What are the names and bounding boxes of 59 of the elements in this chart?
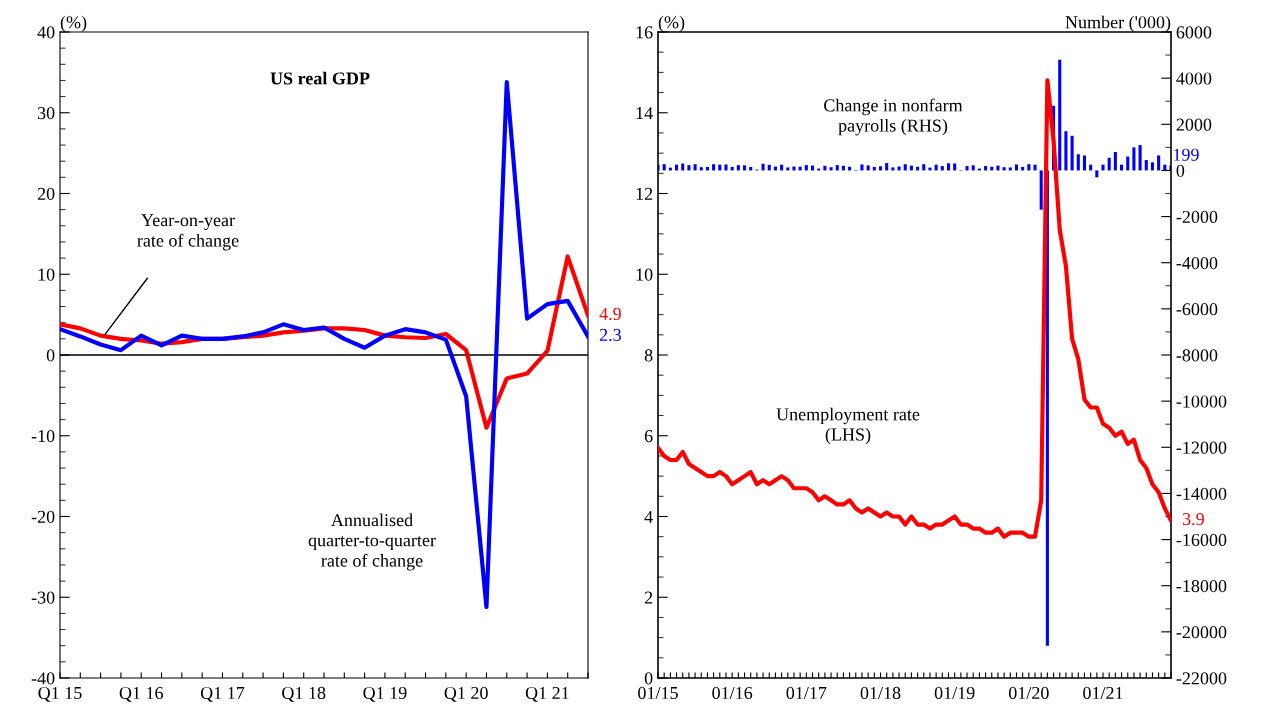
y2-tick-label: -4000 xyxy=(1176,256,1218,270)
x-tick-label: 01/15 xyxy=(638,686,678,700)
x-tick-label: 01/20 xyxy=(1008,686,1049,700)
y-tick-label: -10 xyxy=(31,430,55,443)
y-tick-label: 16 xyxy=(636,26,653,39)
y2-tick-label: -12000 xyxy=(1176,441,1227,454)
x-tick-label: 01/21 xyxy=(1083,686,1123,700)
x-tick-label: Q1 21 xyxy=(525,686,569,702)
y-tick-label: 40 xyxy=(37,26,55,39)
y2-tick-label: -14000 xyxy=(1176,487,1227,500)
x-tick-label: Q1 16 xyxy=(119,686,164,702)
x-tick-label: 01/18 xyxy=(860,686,901,700)
y-tick-label: 2 xyxy=(644,591,653,604)
y-tick-label: 0 xyxy=(46,349,55,362)
y-tick-label: -40 xyxy=(31,672,55,685)
y-tick-label: 14 xyxy=(636,107,653,120)
x-tick-label: Q1 15 xyxy=(38,686,82,702)
text: US real GDP xyxy=(270,71,370,85)
y-tick-label: 0 xyxy=(644,672,653,685)
y2-tick-label: -2000 xyxy=(1176,210,1218,224)
y2-tick-label: -22000 xyxy=(1176,672,1227,685)
annotation: Annualised quarter-to-quarter rate of change xyxy=(308,513,436,571)
y2-tick-label: -18000 xyxy=(1176,579,1227,593)
y2-tick-label: -8000 xyxy=(1176,349,1218,362)
y2-tick-label: -16000 xyxy=(1176,533,1227,547)
x-tick-label: 01/16 xyxy=(712,686,753,700)
x-tick-label: Q1 19 xyxy=(363,686,407,702)
y-tick-label: 10 xyxy=(38,268,55,281)
y2-tick-label: 2000 xyxy=(1176,118,1212,131)
y2-tick-label: 4000 xyxy=(1176,72,1212,85)
x-tick-label: Q1 20 xyxy=(444,686,488,702)
y-tick-label: 10 xyxy=(636,268,653,281)
y2-tick-label: -20000 xyxy=(1176,626,1227,639)
data-label: 4.9 xyxy=(599,307,621,321)
y-tick-label: 8 xyxy=(644,349,653,362)
y2-axis-title: Number ('000) xyxy=(1065,15,1171,32)
y-tick-label: 30 xyxy=(37,107,55,120)
y-tick-label: 20 xyxy=(37,187,55,200)
y2-tick-label: 0 xyxy=(1176,164,1185,177)
y-tick-label: -30 xyxy=(31,591,55,604)
y-axis-title: (%) xyxy=(658,15,685,32)
x-tick-label: 01/17 xyxy=(786,686,827,700)
y-tick-label: 4 xyxy=(644,510,653,523)
y2-tick-label: -10000 xyxy=(1176,395,1227,408)
y-tick-label: 6 xyxy=(644,430,653,443)
annotation: Year-on-year rate of change xyxy=(137,214,239,251)
x-tick-label: Q1 17 xyxy=(200,686,245,702)
y-axis-title: (%) xyxy=(60,15,87,32)
data-label: 3.9 xyxy=(1182,512,1204,526)
y2-tick-label: -6000 xyxy=(1176,303,1218,316)
annotation: Change in nonfarm payrolls (RHS) xyxy=(824,98,963,136)
x-tick-label: 01/19 xyxy=(934,686,975,700)
y-tick-label: -20 xyxy=(31,510,55,523)
data-label: 199 xyxy=(1173,148,1199,161)
data-label: 2.3 xyxy=(599,328,621,342)
y-tick-label: 12 xyxy=(636,187,653,200)
annotation: Unemployment rate (LHS) xyxy=(776,407,920,445)
x-tick-label: Q1 18 xyxy=(282,686,326,702)
y2-tick-label: 6000 xyxy=(1176,26,1212,39)
